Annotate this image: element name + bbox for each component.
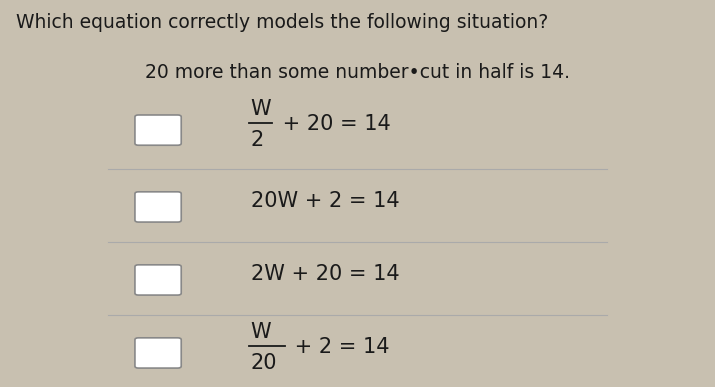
- FancyBboxPatch shape: [135, 338, 181, 368]
- FancyBboxPatch shape: [135, 115, 181, 145]
- Text: W: W: [251, 99, 271, 119]
- FancyBboxPatch shape: [135, 192, 181, 222]
- Text: + 2 = 14: + 2 = 14: [288, 337, 390, 357]
- Text: 20 more than some number•cut in half is 14.: 20 more than some number•cut in half is …: [145, 63, 570, 82]
- Text: 20W + 2 = 14: 20W + 2 = 14: [251, 191, 399, 211]
- FancyBboxPatch shape: [135, 265, 181, 295]
- Text: + 20 = 14: + 20 = 14: [275, 114, 390, 134]
- Text: W: W: [251, 322, 271, 342]
- Text: Which equation correctly models the following situation?: Which equation correctly models the foll…: [16, 13, 548, 32]
- Text: 20: 20: [251, 353, 277, 373]
- Text: 2: 2: [251, 130, 264, 150]
- Text: 2W + 20 = 14: 2W + 20 = 14: [251, 264, 399, 284]
